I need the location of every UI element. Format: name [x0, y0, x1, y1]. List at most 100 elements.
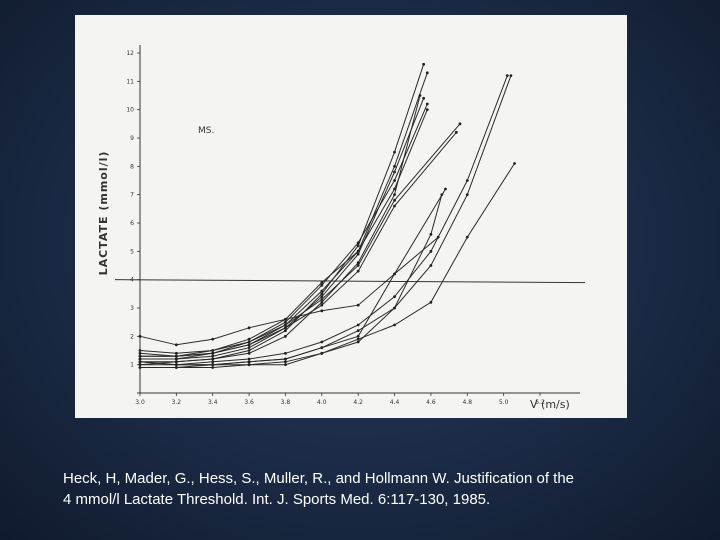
data-point: [465, 193, 469, 197]
data-point: [138, 349, 142, 352]
data-point: [247, 357, 251, 361]
y-tick-label: 7: [130, 192, 134, 199]
data-point: [393, 150, 396, 154]
data-point: [513, 162, 516, 165]
series-line: [140, 123, 461, 357]
data-point: [284, 334, 287, 338]
data-point: [356, 269, 360, 273]
data-point: [174, 366, 178, 369]
series-group: [138, 62, 516, 369]
data-point: [393, 295, 396, 299]
y-axis-ticks: 123456789101112: [126, 50, 140, 369]
series-line: [139, 109, 428, 354]
data-point: [174, 360, 178, 364]
caption-line-2: 4 mmol/l Lactate Threshold. Int. J. Spor…: [63, 491, 491, 508]
data-point: [247, 349, 251, 352]
x-tick-label: 3.8: [281, 399, 291, 406]
data-point: [247, 360, 251, 364]
y-tick-label: 6: [130, 220, 134, 227]
series-line: [139, 103, 428, 357]
data-point: [247, 337, 251, 341]
data-point: [211, 360, 215, 364]
x-axis-ticks: 3.0 3.2 3.4 3.6 3.8 4.0 4.2 4.4 4.6 4.8 5.0 5.2: [135, 393, 545, 406]
series-line: [139, 236, 439, 366]
data-point: [429, 249, 433, 253]
data-point: [211, 357, 215, 361]
data-point: [284, 329, 287, 333]
data-point: [393, 198, 396, 202]
y-tick-label: 10: [126, 107, 134, 114]
data-point: [320, 351, 324, 355]
data-point: [356, 249, 360, 253]
y-tick-label: 8: [130, 163, 134, 170]
data-point: [356, 323, 360, 327]
y-tick-label: 9: [130, 135, 134, 142]
citation-caption: Heck, H, Mader, G., Hess, S., Muller, R.…: [63, 468, 703, 510]
data-point: [393, 306, 396, 310]
data-point: [425, 102, 429, 106]
x-tick-label: 4.6: [426, 399, 436, 406]
x-tick-label: 3.0: [135, 399, 145, 406]
x-tick-label: 4.2: [353, 399, 363, 406]
data-point: [425, 71, 429, 75]
data-point: [247, 326, 251, 330]
data-point: [284, 363, 287, 367]
data-point: [356, 329, 360, 333]
data-point: [247, 343, 251, 347]
data-point: [320, 295, 324, 299]
data-point: [356, 252, 360, 256]
data-point: [393, 187, 396, 191]
data-point: [320, 298, 324, 301]
data-point: [247, 363, 251, 367]
data-point: [138, 351, 142, 355]
data-point: [356, 244, 360, 248]
data-point: [174, 354, 178, 358]
data-point: [393, 323, 396, 327]
data-point: [458, 122, 462, 126]
data-point: [174, 363, 178, 367]
data-point: [320, 309, 324, 313]
data-point: [465, 179, 469, 182]
data-point: [247, 351, 251, 355]
y-axis-label: LACTATE (mmol/l): [97, 151, 110, 276]
y-tick-label: 5: [130, 248, 134, 255]
data-point: [211, 351, 215, 355]
data-point: [211, 337, 215, 341]
chart-annotation: MS.: [198, 126, 214, 136]
data-point: [393, 204, 396, 208]
series-line: [140, 75, 512, 368]
data-point: [393, 179, 396, 182]
data-point: [284, 357, 287, 361]
data-point: [436, 235, 440, 239]
data-point: [211, 349, 215, 352]
data-point: [247, 346, 251, 350]
data-point: [320, 292, 324, 296]
data-point: [429, 232, 433, 236]
data-point: [320, 303, 324, 307]
y-tick-label: 2: [130, 333, 134, 340]
data-point: [444, 187, 447, 191]
series-line: [140, 194, 443, 368]
data-point: [429, 300, 433, 304]
x-tick-label: 4.0: [317, 399, 327, 406]
data-point: [356, 241, 360, 245]
data-point: [174, 351, 178, 355]
data-point: [320, 281, 324, 284]
data-point: [284, 326, 287, 330]
x-axis-label: V (m/s): [530, 398, 570, 411]
x-tick-label: 4.4: [390, 399, 400, 406]
data-point: [247, 340, 251, 344]
data-point: [320, 289, 324, 293]
x-tick-label: 5.0: [499, 399, 509, 406]
x-tick-label: 3.2: [172, 399, 182, 406]
data-point: [211, 363, 215, 367]
data-point: [320, 300, 324, 304]
data-point: [138, 334, 142, 338]
series-line: [139, 163, 515, 366]
data-point: [454, 130, 458, 134]
y-tick-label: 12: [126, 50, 134, 57]
data-point: [425, 108, 429, 112]
y-tick-label: 11: [126, 78, 134, 85]
